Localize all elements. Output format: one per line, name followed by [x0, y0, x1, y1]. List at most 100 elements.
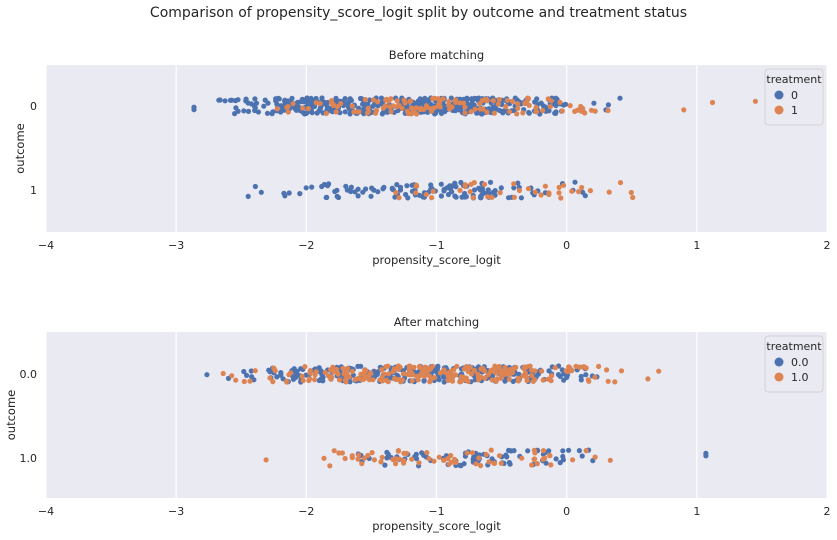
data-point [361, 455, 367, 461]
data-point [417, 364, 423, 370]
data-point [498, 185, 504, 191]
data-point [356, 452, 362, 458]
data-point [587, 188, 594, 194]
data-point [552, 110, 558, 116]
data-point [468, 109, 474, 115]
data-point [580, 364, 586, 370]
data-point [312, 372, 318, 378]
data-point [322, 101, 328, 107]
legend: treatment 0.0 1.0 [764, 335, 824, 393]
data-point [538, 192, 544, 198]
data-point [453, 194, 459, 200]
data-point [295, 103, 301, 109]
legend-marker [774, 105, 784, 115]
data-point [553, 456, 559, 462]
data-point [566, 447, 572, 453]
data-point [449, 189, 455, 195]
data-point [592, 108, 598, 114]
y-axis-label: outcome [4, 390, 18, 440]
data-point [473, 461, 479, 467]
data-point [489, 194, 495, 200]
x-tick-label: 1 [693, 239, 700, 252]
data-point [526, 110, 532, 116]
data-point [379, 454, 385, 460]
data-point [478, 110, 484, 116]
data-point [316, 365, 322, 371]
data-point [553, 101, 559, 107]
data-point [278, 103, 284, 109]
data-point [476, 377, 482, 383]
data-point [362, 367, 368, 373]
data-point [531, 447, 538, 453]
data-point [262, 97, 268, 103]
data-point [303, 185, 309, 191]
data-point [390, 369, 396, 375]
data-point [469, 96, 475, 102]
data-point [394, 182, 400, 188]
data-point [493, 377, 499, 383]
data-point [535, 371, 542, 377]
data-point [478, 195, 484, 201]
data-point [345, 99, 352, 106]
data-point [426, 456, 432, 462]
data-point [496, 97, 502, 103]
data-point [471, 367, 478, 374]
data-point [489, 377, 495, 383]
data-point [270, 379, 276, 385]
data-point [472, 106, 478, 112]
data-point [335, 371, 341, 377]
data-point [355, 186, 361, 192]
legend-label: 1.0 [791, 371, 809, 384]
data-point [323, 110, 329, 116]
data-point [411, 364, 417, 370]
legend-marker [774, 357, 784, 367]
data-point [385, 363, 391, 369]
data-point [628, 189, 634, 196]
data-point [503, 104, 509, 110]
data-point [617, 95, 623, 101]
data-point [500, 110, 506, 116]
data-point [542, 183, 549, 189]
legend-label: 1 [791, 104, 798, 117]
data-point [248, 368, 254, 374]
data-point [484, 109, 490, 115]
data-point [526, 102, 532, 108]
data-point [502, 364, 508, 371]
legend-marker [774, 372, 784, 382]
data-point [382, 462, 388, 468]
data-point [322, 369, 328, 376]
data-point [335, 194, 342, 201]
data-point [476, 455, 482, 461]
data-point [329, 374, 335, 380]
data-point [656, 368, 662, 374]
data-point [418, 97, 424, 103]
data-point [617, 180, 624, 186]
data-point [510, 366, 516, 372]
data-point [252, 96, 258, 102]
data-point [413, 190, 419, 196]
data-point [556, 184, 562, 190]
data-point [243, 96, 249, 102]
data-point [429, 108, 435, 114]
data-point [375, 189, 381, 195]
data-point [241, 368, 247, 375]
data-point [580, 105, 586, 111]
data-point [533, 104, 539, 110]
data-point [374, 99, 381, 105]
data-point [525, 448, 531, 454]
data-point [413, 183, 420, 189]
data-point [547, 452, 553, 459]
data-point [320, 378, 326, 384]
data-point [408, 105, 414, 111]
data-point [546, 190, 552, 196]
data-point [244, 372, 250, 378]
data-point [453, 184, 459, 190]
x-tick-label: 2 [824, 239, 831, 252]
data-point [490, 98, 496, 104]
data-point [349, 103, 355, 109]
data-point [515, 180, 521, 186]
data-point [258, 189, 264, 195]
data-point [302, 364, 308, 370]
data-point [293, 107, 299, 113]
data-point [437, 98, 443, 104]
